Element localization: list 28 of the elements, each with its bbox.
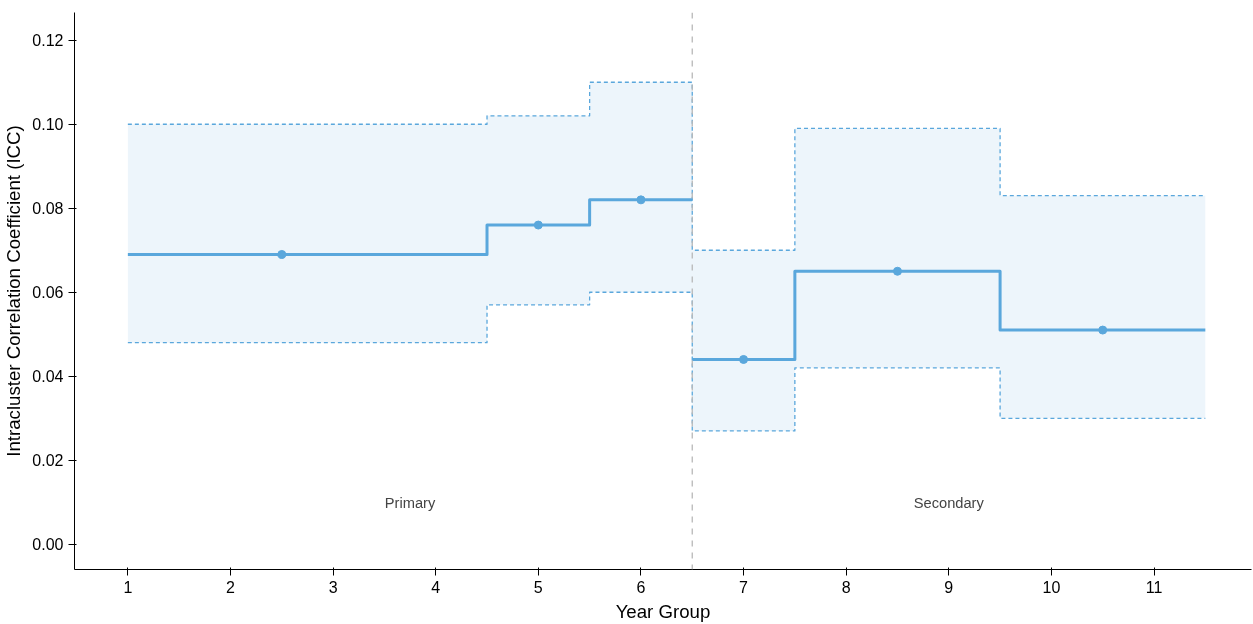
point <box>533 220 543 230</box>
point <box>892 266 902 276</box>
x-tick-label: 11 <box>1145 578 1163 596</box>
point <box>636 195 646 205</box>
x-axis-title: Year Group <box>615 600 711 622</box>
x-tick-label: 1 <box>123 578 133 596</box>
x-tick-label: 6 <box>636 578 646 596</box>
x-tick-label: 5 <box>533 578 543 596</box>
x-tick-label: 8 <box>841 578 851 596</box>
annotation: Secondary <box>913 494 985 511</box>
y-tick-label: 0.08 <box>32 200 64 218</box>
point <box>277 249 287 259</box>
y-tick-label: 0.04 <box>32 368 64 386</box>
point <box>1098 325 1108 335</box>
x-tick-label: 10 <box>1042 578 1061 596</box>
x-tick-label: 3 <box>328 578 338 596</box>
y-tick-label: 0.12 <box>32 32 64 50</box>
point <box>739 354 749 364</box>
x-tick-label: 9 <box>944 578 954 596</box>
annotation: Primary <box>384 494 436 511</box>
y-tick-label: 0.10 <box>32 116 64 134</box>
x-tick-label: 7 <box>739 578 749 596</box>
y-tick-label: 0.00 <box>32 536 64 554</box>
x-tick-label: 2 <box>226 578 236 596</box>
y-tick-label: 0.06 <box>32 284 64 302</box>
y-tick-label: 0.02 <box>32 452 64 470</box>
x-tick-label: 4 <box>431 578 441 596</box>
y-axis-title: Intracluster Correlation Coefficient (ICC) <box>3 125 25 457</box>
